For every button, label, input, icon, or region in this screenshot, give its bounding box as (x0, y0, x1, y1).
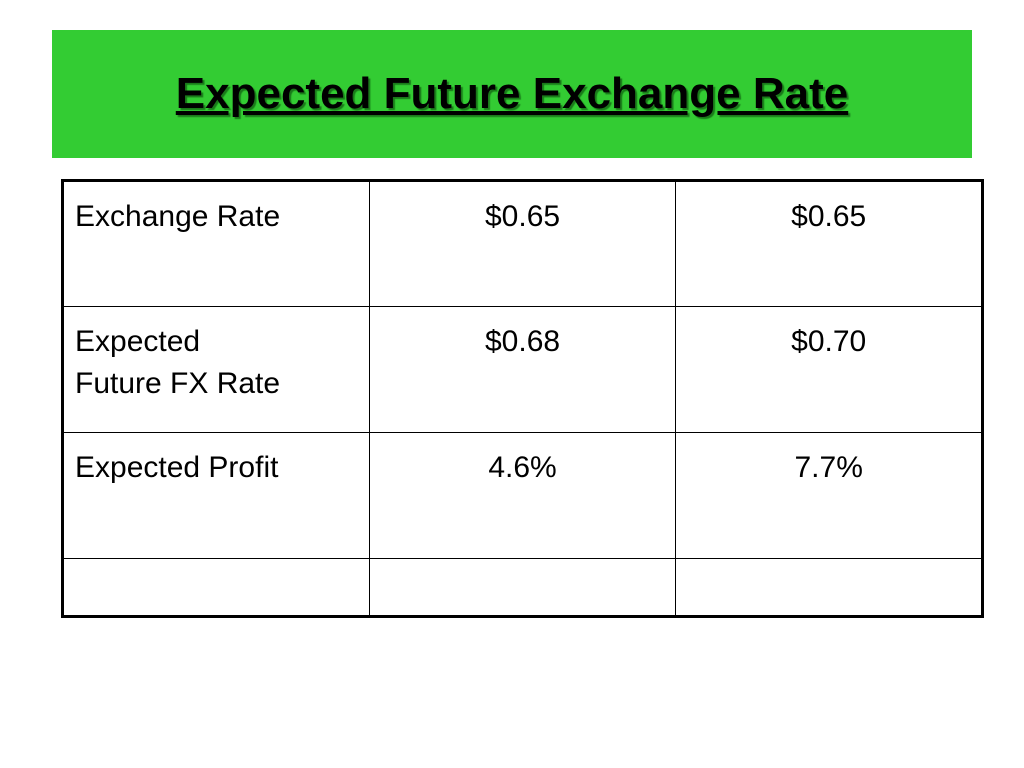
cell-value: $0.65 (368, 180, 677, 307)
title-banner: Expected Future Exchange Rate (52, 30, 972, 158)
row-label: Expected Profit (62, 432, 370, 559)
empty-cell (675, 558, 983, 617)
cell-value: $0.68 (368, 306, 677, 433)
empty-cell (62, 558, 370, 617)
cell-value: $0.65 (675, 180, 983, 307)
cell-value: $0.70 (675, 306, 983, 433)
row-label: Exchange Rate (62, 180, 370, 307)
table-row: Exchange Rate $0.65 $0.65 (62, 180, 983, 307)
data-table: Exchange Rate $0.65 $0.65 Expected Future F… (61, 179, 984, 618)
slide-title: Expected Future Exchange Rate (175, 69, 849, 118)
empty-row (62, 558, 983, 617)
table-row: Expected Profit 4.6% 7.7% (62, 432, 983, 559)
table-body: Exchange Rate $0.65 $0.65 Expected Future F… (62, 180, 983, 617)
row-label: Expected Future FX Rate (62, 306, 370, 433)
table-row: Expected Future FX Rate $0.68 $0.70 (62, 306, 983, 433)
cell-value: 4.6% (368, 432, 677, 559)
empty-cell (368, 558, 677, 617)
cell-value: 7.7% (675, 432, 983, 559)
